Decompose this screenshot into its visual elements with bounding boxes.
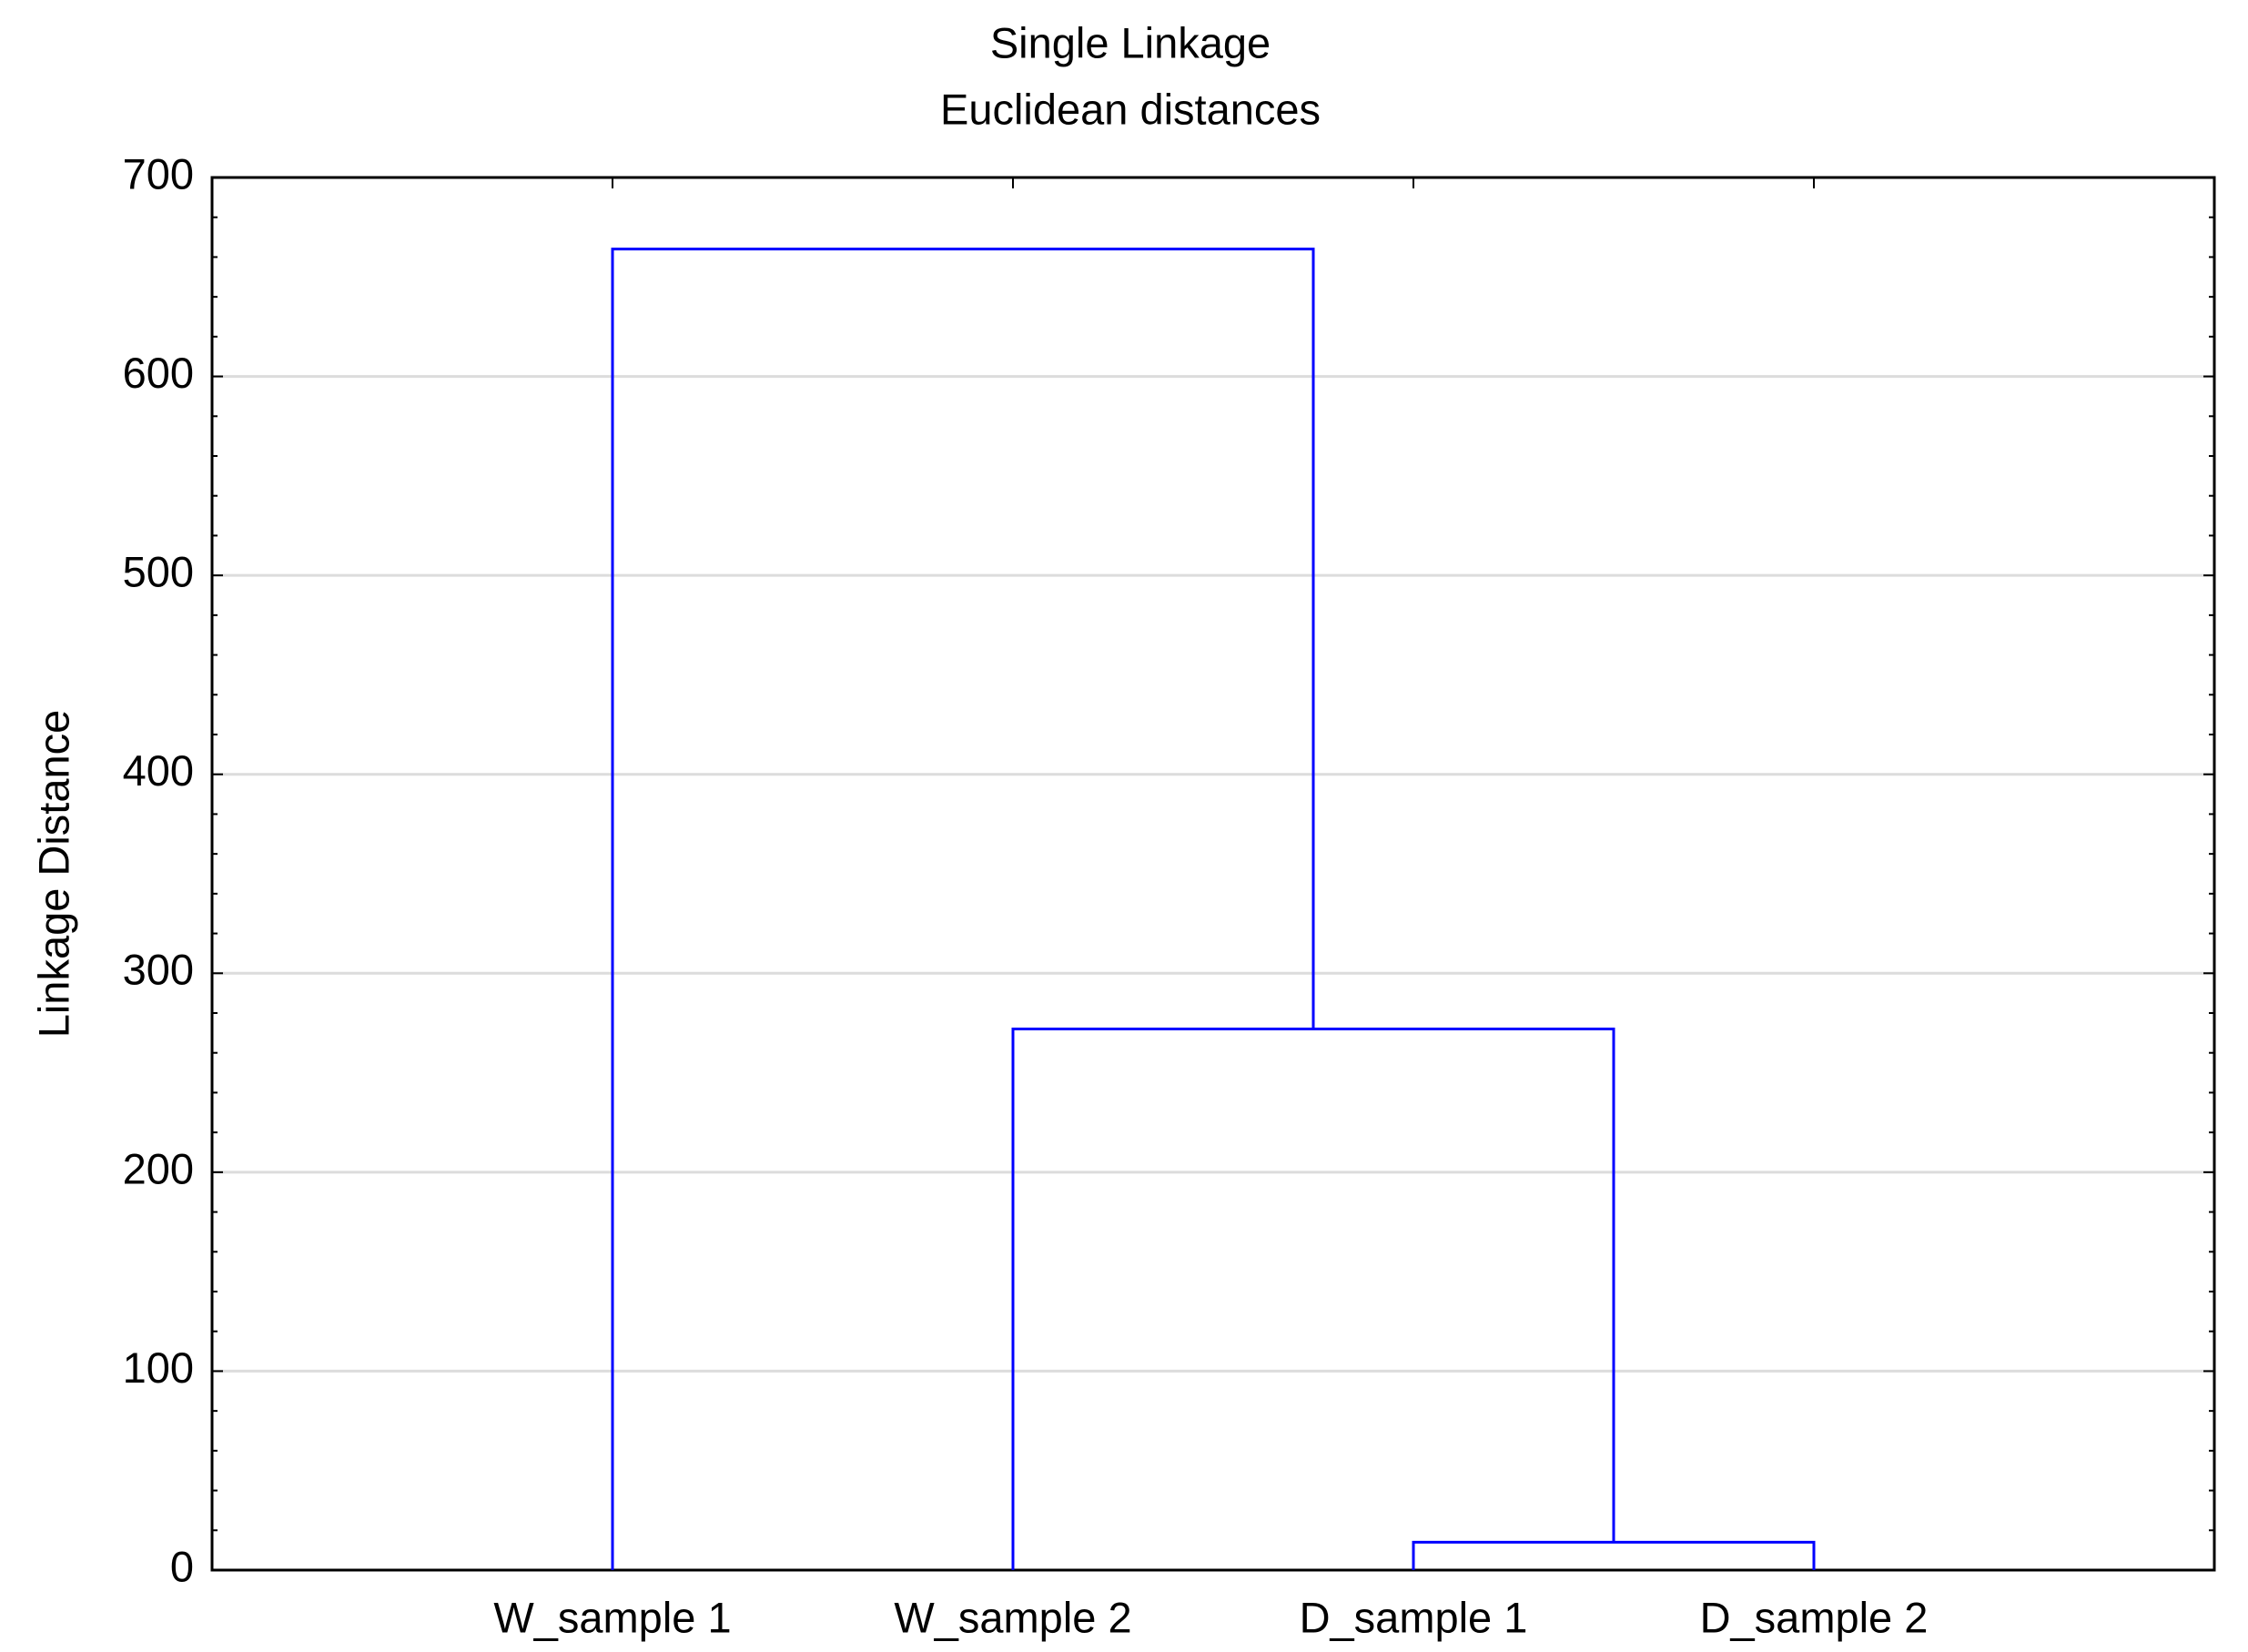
y-axis-label: Linkage Distance — [29, 710, 77, 1039]
y-tick-label: 400 — [123, 746, 194, 795]
y-tick-label: 0 — [170, 1542, 194, 1590]
y-tick-label: 500 — [123, 548, 194, 596]
dendrogram-link — [1011, 1027, 1615, 1570]
chart-subtitle: Euclidean distances — [940, 85, 1321, 133]
chart-title: Single Linkage — [990, 18, 1271, 66]
dendrogram-link — [1412, 1540, 1816, 1570]
x-tick-label: W_sample 1 — [493, 1593, 731, 1641]
x-tick-label: W_sample 2 — [894, 1593, 1131, 1641]
x-tick-label: D_sample 2 — [1700, 1593, 1929, 1641]
y-tick-label: 600 — [123, 349, 194, 397]
x-tick-label: D_sample 1 — [1300, 1593, 1528, 1641]
dendrogram-link — [611, 248, 1315, 1570]
y-tick-label: 200 — [123, 1144, 194, 1192]
y-tick-label: 700 — [123, 149, 194, 198]
plot-frame — [210, 176, 2216, 1572]
y-tick-label: 300 — [123, 946, 194, 994]
y-tick-label: 100 — [123, 1343, 194, 1392]
